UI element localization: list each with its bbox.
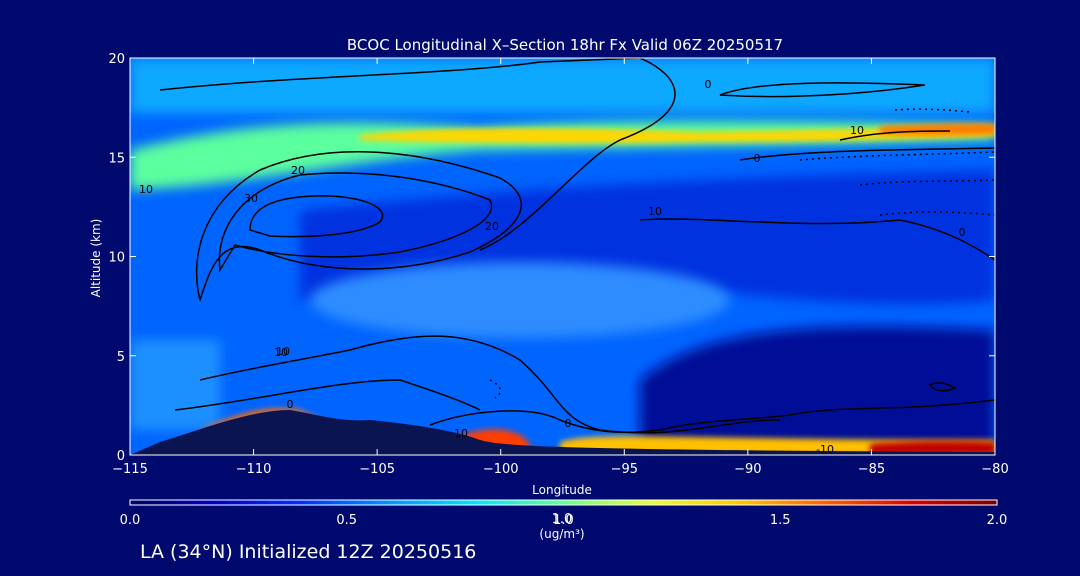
colorbar-tick-label: 1.0	[553, 513, 574, 528]
y-tick-label: 10	[108, 251, 125, 266]
contour-label: -10	[816, 443, 834, 456]
contour-label: 0	[754, 152, 761, 165]
x-tick-label: −115	[112, 462, 148, 477]
contour-label: 30	[244, 192, 258, 205]
contour-label: 10	[276, 345, 290, 358]
plot-field	[130, 58, 995, 455]
x-tick-label: −105	[359, 462, 395, 477]
y-tick-label: 0	[117, 449, 125, 464]
colorbar-unit: (ug/m³)	[539, 527, 585, 541]
contour-lines	[159, 58, 995, 434]
colorbar-tick-label: 0.0	[120, 513, 141, 528]
contour-label: 10	[274, 346, 288, 359]
y-tick-label: 15	[108, 151, 125, 166]
colorbar-tick-label: 1.5	[770, 513, 791, 528]
contour-label: 10	[454, 427, 468, 440]
surface-band-east-red	[870, 441, 995, 455]
lower-left-light	[130, 340, 220, 430]
footer-caption: LA (34°N) Initialized 12Z 20250516	[140, 541, 477, 563]
x-tick-label: −90	[734, 462, 761, 477]
x-tick-label: −100	[483, 462, 519, 477]
terrain	[130, 410, 995, 455]
lower-right-dark	[640, 326, 995, 455]
contour-label: 10	[850, 124, 864, 137]
colorbar-tick-label: 2.0	[987, 513, 1008, 528]
contour-label: 0	[959, 226, 966, 239]
y-tick-label: 20	[108, 52, 125, 67]
axes: −115 −110 −105 −100 −95 −90 −85 −80 0 5 10 15 20	[108, 52, 1008, 477]
x-tick-label: −110	[236, 462, 272, 477]
field-top-region	[130, 58, 995, 113]
contour-label: 20	[291, 164, 305, 177]
upper-band-orange	[880, 123, 995, 136]
contour-label: 0	[565, 417, 572, 430]
colorbar-ticks: 0.0 0.5 1.0 1.5 2.0	[120, 513, 1008, 528]
colorbar	[130, 500, 997, 505]
colorbar-unit-value: 1.0	[551, 512, 573, 527]
dashed-contours	[489, 108, 995, 399]
contour-label: 10	[648, 205, 662, 218]
upper-band-yellow	[360, 126, 995, 144]
x-tick-label: −95	[611, 462, 638, 477]
mid-light-blob	[310, 262, 730, 338]
colorbar-frame	[129, 499, 998, 506]
colorbar-tick-label: 0.5	[336, 513, 357, 528]
contour-label: 20	[485, 220, 499, 233]
x-tick-label: −80	[981, 462, 1008, 477]
contour-label: 0	[705, 78, 712, 91]
contour-label: 0	[287, 398, 294, 411]
y-tick-label: 5	[117, 350, 125, 365]
chart-title: BCOC Longitudinal X–Section 18hr Fx Vali…	[346, 36, 784, 54]
contour-label: 10	[139, 183, 153, 196]
x-axis-label: Longitude	[532, 483, 592, 497]
x-tick-label: −85	[858, 462, 885, 477]
